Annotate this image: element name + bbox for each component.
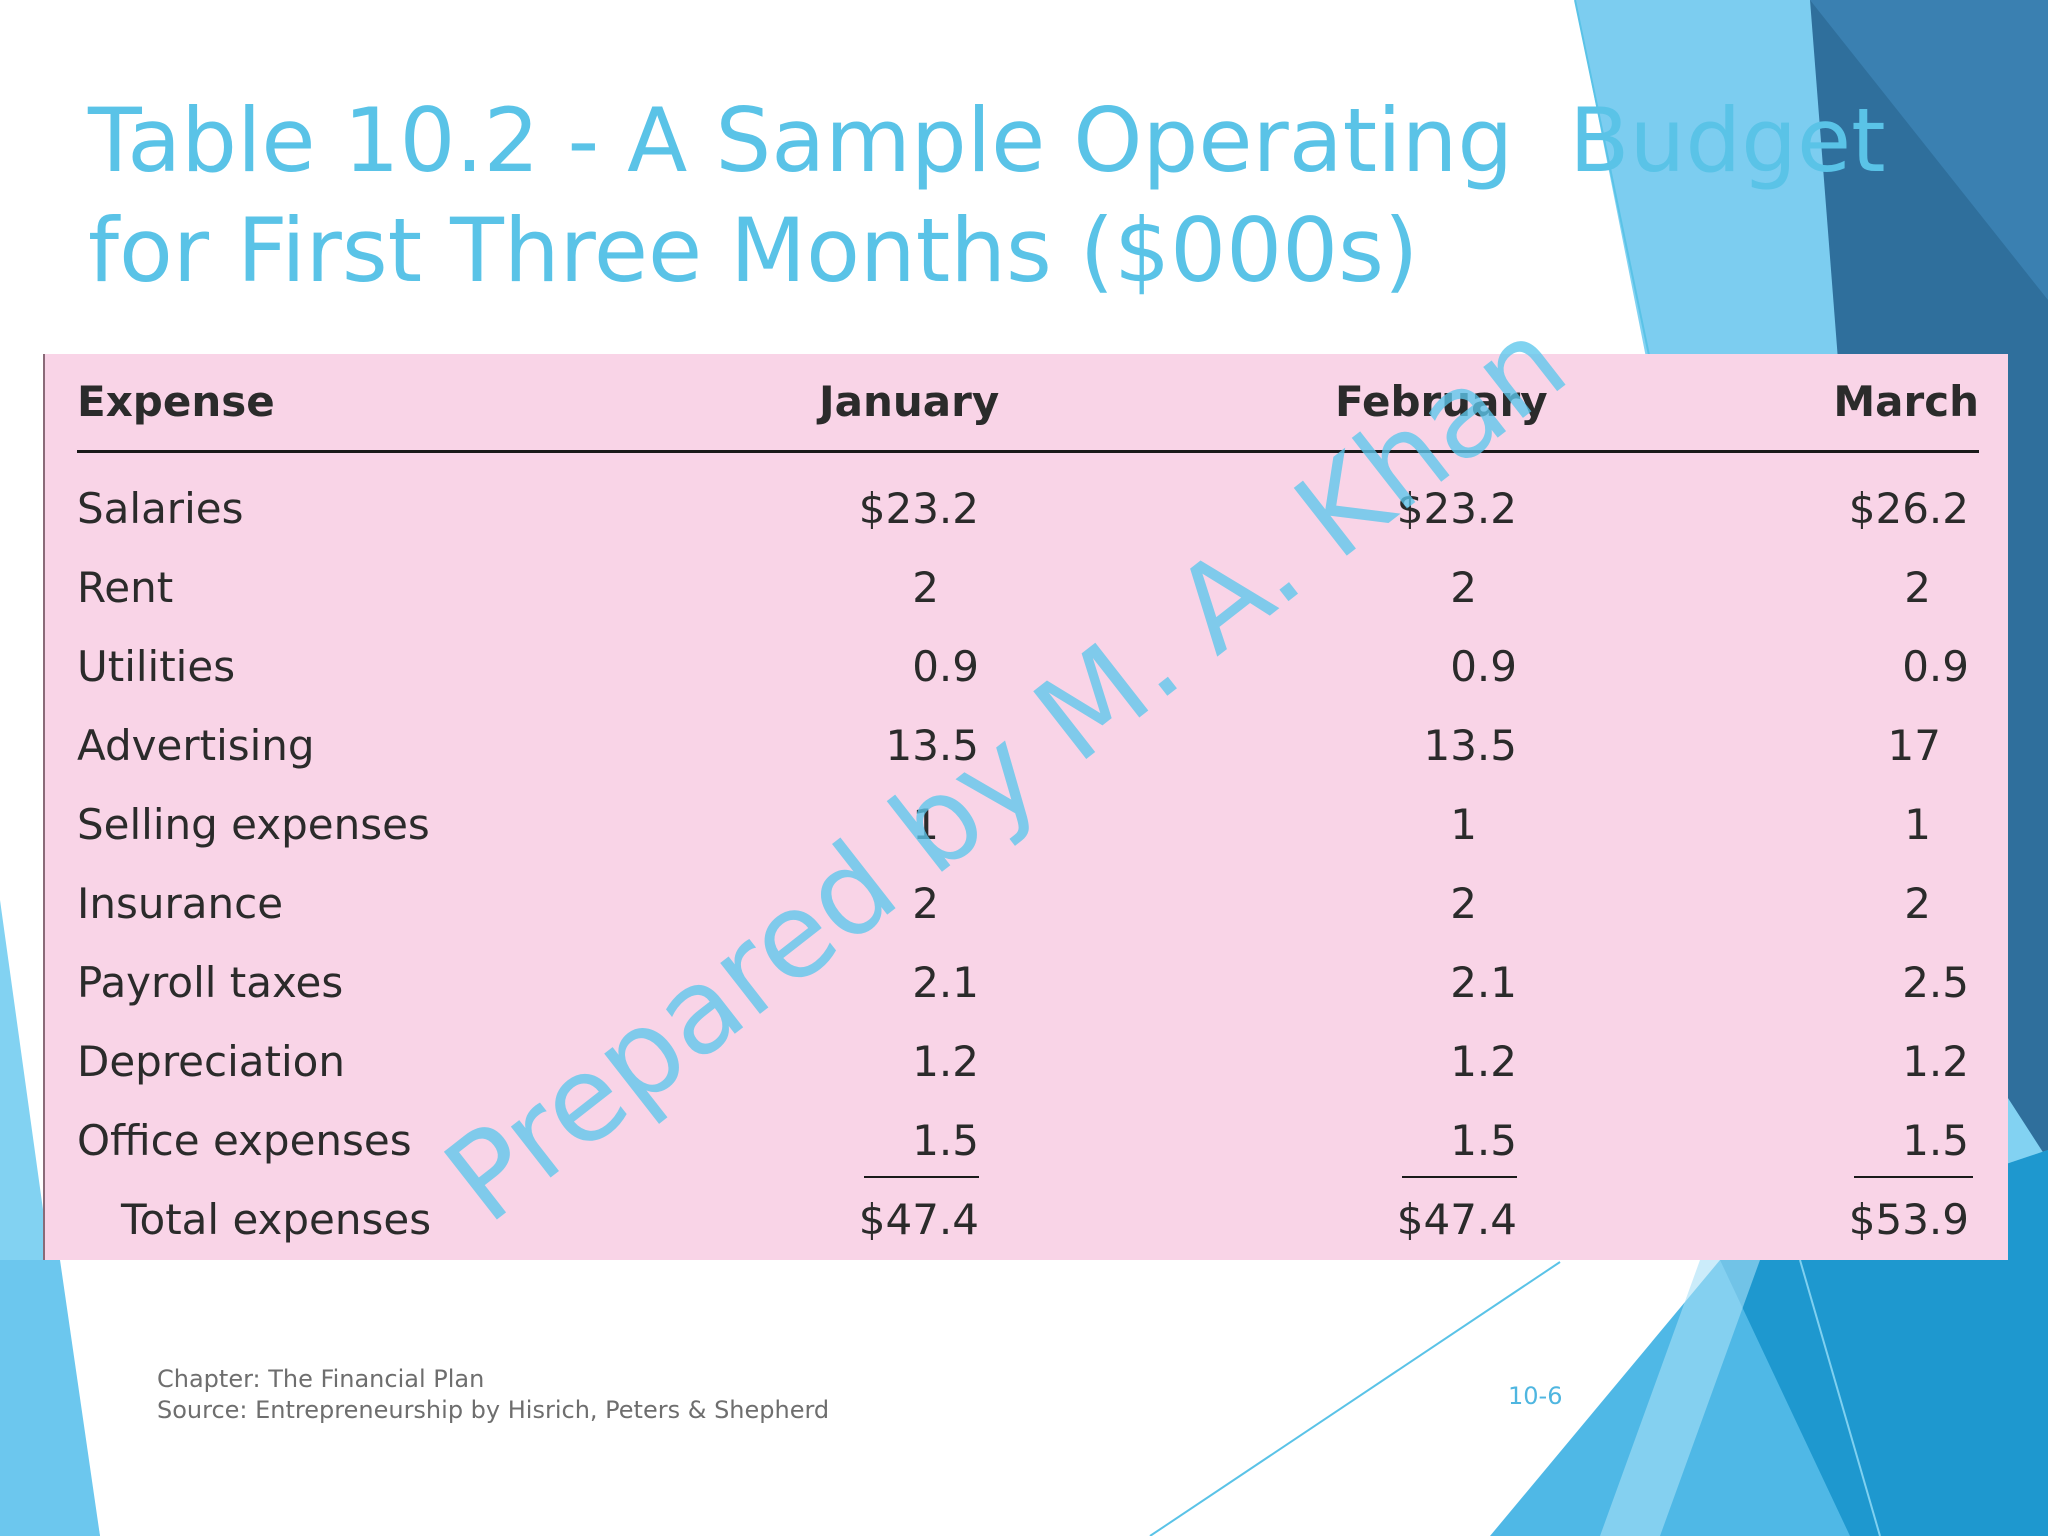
- cell-january: 1.2: [912, 1037, 979, 1086]
- cell-march: 2: [1904, 879, 1931, 928]
- row-label: Depreciation: [77, 1037, 345, 1086]
- row-label: Advertising: [77, 721, 315, 770]
- table-row: Selling expenses 1 1 1: [77, 785, 1979, 864]
- table-row: Advertising 13.5 13.5 17: [77, 706, 1979, 785]
- title-line-2: for First Three Months ($000s): [88, 199, 1419, 302]
- table-total-row: Total expenses $47.4 $47.4 $53.9: [77, 1180, 1979, 1259]
- page-number: 10-6: [1508, 1382, 1563, 1410]
- cell-march: 1: [1904, 800, 1931, 849]
- table-row: Payroll taxes 2.1 2.1 2.5: [77, 943, 1979, 1022]
- cell-february: 1.2: [1450, 1037, 1517, 1086]
- decor-line: [1149, 1261, 1561, 1536]
- facet-shape: [1810, 0, 2048, 300]
- decor-line: [1574, 0, 1651, 361]
- table-header-row: Expense January February March: [77, 354, 1979, 453]
- decor-line: [1799, 1259, 1881, 1536]
- cell-january: 2.1: [912, 958, 979, 1007]
- header-january: January: [819, 377, 1000, 426]
- cell-february: 2: [1450, 879, 1477, 928]
- cell-january: 2: [912, 879, 939, 928]
- table-row: Insurance 2 2 2: [77, 864, 1979, 943]
- cell-january: $23.2: [858, 484, 979, 533]
- row-label: Rent: [77, 563, 174, 612]
- cell-march-wrap: 1.5: [1854, 1101, 1973, 1180]
- cell-march: 17: [1887, 721, 1941, 770]
- total-january: $47.4: [858, 1195, 979, 1244]
- row-label: Selling expenses: [77, 800, 430, 849]
- cell-february: 1.5: [1402, 1106, 1517, 1178]
- cell-march: 2: [1904, 563, 1931, 612]
- table-row: Salaries $23.2 $23.2 $26.2: [77, 469, 1979, 548]
- cell-february: 1: [1450, 800, 1477, 849]
- header-march: March: [1833, 377, 1979, 426]
- facet-shape: [0, 1260, 100, 1536]
- cell-march: 2.5: [1902, 958, 1969, 1007]
- slide-footer: Chapter: The Financial Plan Source: Entr…: [157, 1364, 829, 1426]
- slide-title: Table 10.2 - A Sample Operating Budget f…: [88, 86, 1886, 306]
- cell-january-wrap: 1.5: [864, 1101, 979, 1180]
- total-february: $47.4: [1396, 1195, 1517, 1244]
- total-label: Total expenses: [121, 1195, 432, 1244]
- cell-march: 1.2: [1902, 1037, 1969, 1086]
- cell-february: $23.2: [1396, 484, 1517, 533]
- footer-chapter: Chapter: The Financial Plan: [157, 1365, 485, 1393]
- budget-table: Expense January February March Salaries …: [77, 354, 1979, 1259]
- cell-february-wrap: 1.5: [1402, 1101, 1517, 1180]
- cell-january: 2: [912, 563, 939, 612]
- row-label: Payroll taxes: [77, 958, 344, 1007]
- table-row: Rent 2 2 2: [77, 548, 1979, 627]
- row-label: Salaries: [77, 484, 244, 533]
- header-expense: Expense: [77, 377, 275, 426]
- header-february: February: [1335, 377, 1548, 426]
- total-march: $53.9: [1848, 1195, 1969, 1244]
- cell-january: 13.5: [885, 721, 979, 770]
- cell-february: 2.1: [1450, 958, 1517, 1007]
- row-label: Insurance: [77, 879, 284, 928]
- facet-shape: [1600, 1260, 1760, 1536]
- title-line-1: Table 10.2 - A Sample Operating Budget: [88, 89, 1886, 192]
- cell-february: 2: [1450, 563, 1477, 612]
- footer-source: Source: Entrepreneurship by Hisrich, Pet…: [157, 1396, 830, 1424]
- cell-march: $26.2: [1848, 484, 1969, 533]
- cell-march: 0.9: [1902, 642, 1969, 691]
- table-row: Office expenses 1.5 1.5 1.5: [77, 1101, 1979, 1180]
- row-label: Utilities: [77, 642, 236, 691]
- cell-february: 13.5: [1423, 721, 1517, 770]
- cell-january: 1.5: [864, 1106, 979, 1178]
- table-row: Depreciation 1.2 1.2 1.2: [77, 1022, 1979, 1101]
- cell-january: 1: [912, 800, 939, 849]
- cell-february: 0.9: [1450, 642, 1517, 691]
- table-row: Utilities 0.9 0.9 0.9: [77, 627, 1979, 706]
- cell-march: 1.5: [1854, 1106, 1973, 1178]
- row-label: Office expenses: [77, 1116, 412, 1165]
- cell-january: 0.9: [912, 642, 979, 691]
- budget-table-panel: Expense January February March Salaries …: [43, 354, 2008, 1260]
